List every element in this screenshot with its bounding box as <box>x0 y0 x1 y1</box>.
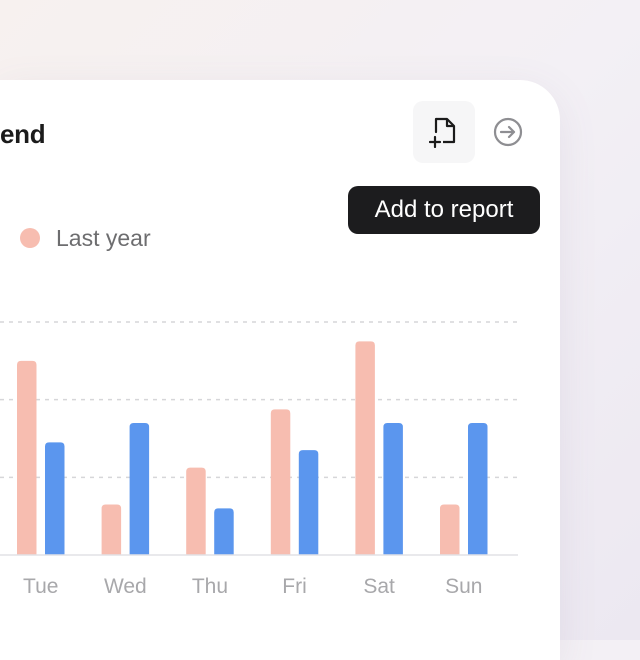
legend-dot-last-year <box>20 228 40 248</box>
bar-series-2-sun[interactable] <box>468 422 488 555</box>
x-tick-label-wed: Wed <box>104 575 147 598</box>
bar-last-year-wed[interactable] <box>101 504 122 555</box>
bar-last-year-tue[interactable] <box>17 360 37 555</box>
chart-card <box>0 80 560 660</box>
x-tick-label-sat: Sat <box>363 575 395 598</box>
arrow-right-circle-icon <box>493 117 523 147</box>
legend-label-last-year: Last year <box>56 225 151 251</box>
x-tick-label-tue: Tue <box>23 575 58 598</box>
bar-chart: Tue Wed Thu Fri Sat Sun <box>0 321 518 598</box>
x-tick-label-sun: Sun <box>445 575 482 598</box>
bar-last-year-sun[interactable] <box>440 504 460 555</box>
bar-series-2-sat[interactable] <box>383 422 403 555</box>
add-to-report-tooltip: Add to report <box>348 186 540 234</box>
card-title: end <box>0 119 46 149</box>
x-tick-label-thu: Thu <box>192 575 228 598</box>
next-button[interactable] <box>490 114 526 150</box>
file-add-icon <box>429 117 456 148</box>
x-tick-label-fri: Fri <box>282 575 307 598</box>
bar-last-year-sat[interactable] <box>355 341 375 555</box>
add-to-report-button[interactable] <box>413 101 475 163</box>
bar-series-2-tue[interactable] <box>45 442 65 555</box>
bar-last-year-fri[interactable] <box>270 409 291 555</box>
bar-series-2-fri[interactable] <box>298 450 319 555</box>
bar-last-year-thu[interactable] <box>186 467 206 555</box>
bar-series-2-wed[interactable] <box>129 422 150 555</box>
bar-series-2-thu[interactable] <box>214 508 234 555</box>
